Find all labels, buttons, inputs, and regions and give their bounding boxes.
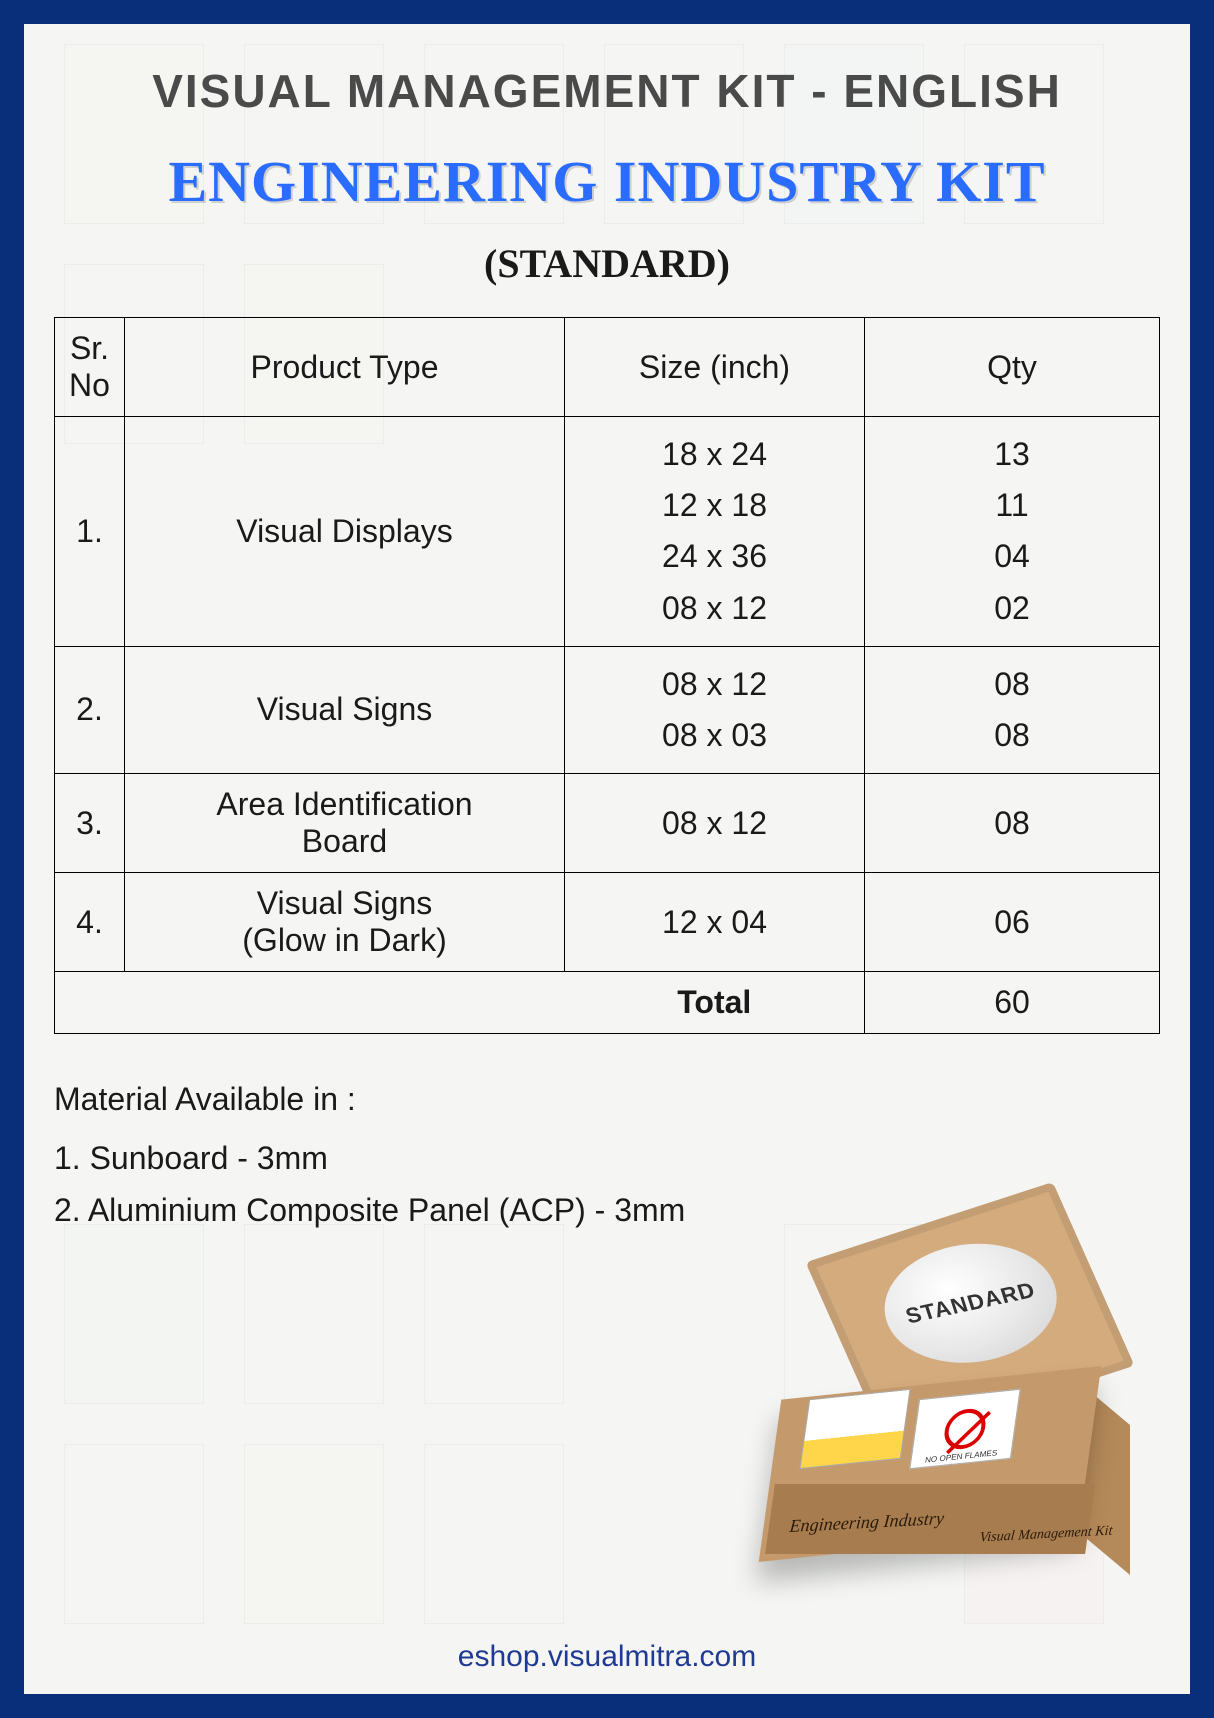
box-sample-card [799,1389,910,1470]
cell-type: Visual Signs(Glow in Dark) [125,873,565,972]
cell-qty: 08 [865,774,1160,873]
cell-type: Visual Displays [125,417,565,647]
table-row: 2.Visual Signs08 x 1208 x 030808 [55,646,1160,773]
product-box-illustration: STANDARD NO OPEN FLAMES Engineering Indu… [720,1204,1140,1584]
kit-variant-title: (STANDARD) [54,240,1160,287]
cell-type: Visual Signs [125,646,565,773]
table-header-row: Sr. No Product Type Size (inch) Qty [55,318,1160,417]
box-lid-label: STANDARD [868,1229,1073,1378]
col-qty: Qty [865,318,1160,417]
material-item: 1. Sunboard - 3mm [54,1133,1160,1184]
cell-qty: 13110402 [865,417,1160,647]
page: VISUAL MANAGEMENT KIT - ENGLISH ENGINEER… [24,24,1190,1694]
cell-sr: 4. [55,873,125,972]
cell-size: 08 x 1208 x 03 [565,646,865,773]
cell-size: 08 x 12 [565,774,865,873]
table-row: 1.Visual Displays18 x 2412 x 1824 x 3608… [55,417,1160,647]
footer-url: eshop.visualmitra.com [24,1640,1190,1674]
table-row: 3.Area IdentificationBoard08 x 1208 [55,774,1160,873]
col-size: Size (inch) [565,318,865,417]
total-label: Total [565,972,865,1034]
product-table: Sr. No Product Type Size (inch) Qty 1.Vi… [54,317,1160,1034]
content: VISUAL MANAGEMENT KIT - ENGLISH ENGINEER… [54,64,1160,1236]
total-empty2 [125,972,565,1034]
cell-type: Area IdentificationBoard [125,774,565,873]
total-row: Total 60 [55,972,1160,1034]
header: VISUAL MANAGEMENT KIT - ENGLISH ENGINEER… [54,64,1160,287]
cell-size: 18 x 2412 x 1824 x 3608 x 12 [565,417,865,647]
no-flames-icon [942,1407,988,1451]
cell-size: 12 x 04 [565,873,865,972]
cell-sr: 3. [55,774,125,873]
table-row: 4.Visual Signs(Glow in Dark)12 x 0406 [55,873,1160,972]
cell-qty: 0808 [865,646,1160,773]
cell-qty: 06 [865,873,1160,972]
kit-industry-title: ENGINEERING INDUSTRY KIT [54,148,1160,215]
cell-sr: 1. [55,417,125,647]
kit-language-title: VISUAL MANAGEMENT KIT - ENGLISH [54,64,1160,118]
total-empty [55,972,125,1034]
col-sr: Sr. No [55,318,125,417]
box-sample-card: NO OPEN FLAMES [909,1389,1020,1470]
cell-sr: 2. [55,646,125,773]
total-value: 60 [865,972,1160,1034]
col-type: Product Type [125,318,565,417]
material-title: Material Available in : [54,1074,1160,1125]
